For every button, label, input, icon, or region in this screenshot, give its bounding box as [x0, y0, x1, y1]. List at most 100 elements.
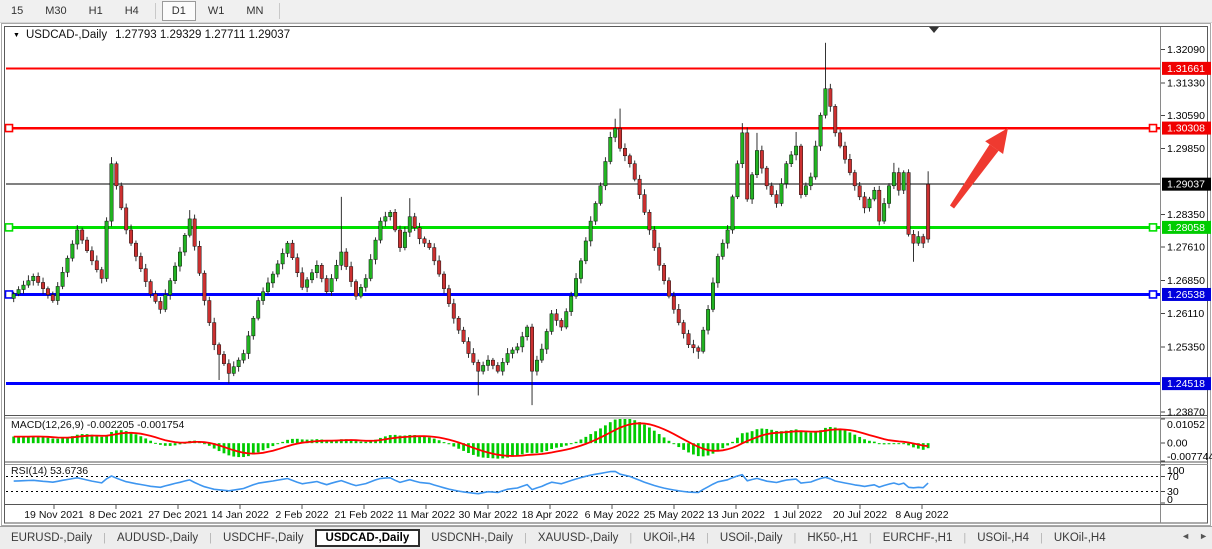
price-tick-label: 1.26110 — [1167, 308, 1204, 320]
date-label: 21 Feb 2022 — [335, 509, 394, 521]
macd-indicator-label: MACD(12,26,9) -0.002205 -0.001754 — [11, 419, 185, 431]
symbol-tab-usdcad-daily[interactable]: USDCAD-,Daily — [314, 529, 421, 547]
rsi-indicator-label: RSI(14) 53.6736 — [11, 465, 88, 477]
symbol-tab-ukoil-h4[interactable]: UKOil-,H4 — [643, 532, 696, 544]
price-tick-label: 1.32090 — [1167, 44, 1205, 56]
tab-divider: | — [963, 532, 967, 544]
tab-scroll-left-icon[interactable]: ◄ — [1181, 531, 1191, 541]
symbol-tab-usdcnh-daily[interactable]: USDCNH-,Daily — [431, 532, 514, 544]
chart-ohlc-title: ▼ USDCAD-,Daily 1.27793 1.29329 1.27711 … — [13, 29, 290, 41]
price-tick-label: 1.27610 — [1167, 242, 1205, 254]
tab-divider: | — [209, 532, 213, 544]
rsi-scale-label: 0 — [1167, 494, 1173, 506]
line-handle[interactable] — [4, 123, 14, 133]
symbol-tab-xauusd-daily[interactable]: XAUUSD-,Daily — [537, 532, 619, 544]
macd-scale-label: 0.00 — [1167, 438, 1188, 450]
tab-divider: | — [629, 532, 633, 544]
timeframe-button-15[interactable]: 15 — [11, 5, 24, 17]
symbol-tab-eurusd-daily[interactable]: EURUSD-,Daily — [11, 532, 93, 544]
symbol-tab-usoil-daily[interactable]: USOil-,Daily — [719, 532, 783, 544]
price-tick-label: 1.28350 — [1167, 209, 1205, 221]
tab-divider: | — [1040, 532, 1043, 544]
tab-divider: | — [868, 532, 872, 544]
price-badge: 1.28058 — [1162, 220, 1211, 234]
trend-arrow[interactable] — [949, 128, 1008, 209]
macd-signal-line — [13, 422, 929, 457]
symbol-tab-eurchf-h1[interactable]: EURCHF-,H1 — [882, 532, 953, 544]
date-label: 20 Jul 2022 — [833, 509, 887, 521]
symbol-tab-ukoil-h4[interactable]: UKOil-,H4 — [1053, 532, 1106, 544]
tab-divider: | — [706, 532, 709, 544]
price-axis[interactable]: 1.32090 1.31330 1.30590 1.29850 1.28350 1.276… — [1161, 44, 1212, 506]
chevron-down-icon: ▼ — [13, 31, 20, 39]
price-badge-label: 1.26538 — [1167, 289, 1205, 301]
tab-divider: | — [103, 532, 107, 544]
price-tick-label: 1.30590 — [1167, 110, 1205, 122]
date-label: 27 Dec 2021 — [148, 509, 208, 521]
date-label: 25 May 2022 — [644, 509, 705, 521]
price-badge: 1.26538 — [1162, 287, 1211, 301]
line-handle[interactable] — [1148, 123, 1158, 133]
window-outer-border — [1, 23, 1211, 526]
chart-background — [0, 22, 1212, 527]
date-label: 14 Jan 2022 — [211, 509, 269, 521]
toolbar-separator — [154, 3, 156, 19]
symbol-tab-usoil-h4[interactable]: USOil-,H4 — [977, 532, 1029, 544]
date-label: 19 Nov 2021 — [24, 509, 84, 521]
date-axis[interactable]: 19 Nov 2021 8 Dec 2021 27 Dec 2021 14 Jan 2… — [24, 505, 949, 521]
candlestick-series — [11, 42, 931, 406]
date-label: 1 Jul 2022 — [774, 509, 823, 521]
price-badge-label: 1.29037 — [1167, 179, 1205, 191]
line-handle[interactable] — [1148, 223, 1158, 232]
date-label: 8 Aug 2022 — [895, 509, 948, 521]
horizontal-lines — [4, 67, 1160, 386]
date-label: 13 Jun 2022 — [707, 509, 765, 521]
macd-scale-label: -0.007744 — [1167, 451, 1212, 463]
chart-shift-marker-icon[interactable] — [929, 27, 939, 33]
date-label: 8 Dec 2021 — [89, 509, 143, 521]
price-tick-label: 1.29850 — [1167, 143, 1205, 155]
line-handle[interactable] — [4, 223, 14, 232]
toolbar-separator — [279, 3, 281, 19]
timeframe-button-w1[interactable]: W1 — [207, 5, 225, 17]
timeframe-button-m30[interactable]: M30 — [45, 5, 67, 17]
date-label: 6 May 2022 — [585, 509, 640, 521]
price-badge-label: 1.31661 — [1167, 63, 1205, 75]
macd-scale-label: 0.01052 — [1167, 419, 1205, 431]
symbol-tabbar: EURUSD-,Daily | AUDUSD-,Daily | USDCHF-,Dail… — [0, 526, 1212, 549]
date-label: 2 Feb 2022 — [275, 509, 328, 521]
date-label: 30 Mar 2022 — [459, 509, 518, 521]
symbol-tab-usdchf-daily[interactable]: USDCHF-,Daily — [223, 532, 304, 544]
tab-scroll-right-icon[interactable]: ► — [1199, 531, 1208, 541]
rsi-line — [13, 470, 929, 495]
timeframe-toolbar: 15 M30 H1 H4 D1 W1 MN — [0, 0, 1212, 23]
timeframe-button-d1[interactable]: D1 — [161, 1, 196, 21]
tab-divider: | — [793, 532, 797, 544]
line-handle[interactable] — [1148, 290, 1158, 299]
chart-ohlc-values: 1.27793 1.29329 1.27711 1.29037 — [115, 29, 291, 41]
price-badge: 1.31661 — [1162, 61, 1211, 75]
chart-symbol-label: USDCAD-,Daily — [25, 29, 108, 41]
price-badge: 1.24518 — [1162, 377, 1211, 391]
price-badge: 1.30308 — [1162, 121, 1211, 135]
date-label: 11 Mar 2022 — [397, 509, 455, 521]
price-badge: 1.29037 — [1162, 177, 1211, 191]
rsi-scale-label: 100 — [1167, 465, 1185, 477]
window-inner-border — [4, 26, 1208, 524]
price-tick-label: 1.25350 — [1167, 341, 1205, 353]
price-badge-label: 1.30308 — [1167, 123, 1205, 135]
rsi-scale-label: 70 — [1167, 471, 1179, 483]
tab-scroll-arrows: ◄ ► — [1181, 531, 1208, 541]
price-tick-label: 1.31330 — [1167, 77, 1205, 89]
symbol-tab-audusd-daily[interactable]: AUDUSD-,Daily — [117, 532, 199, 544]
timeframe-button-h4[interactable]: H4 — [124, 5, 139, 17]
line-handle[interactable] — [4, 290, 14, 299]
timeframe-button-h1[interactable]: H1 — [88, 5, 103, 17]
price-badge-label: 1.28058 — [1167, 222, 1205, 234]
symbol-tab-hk50-h1[interactable]: HK50-,H1 — [807, 532, 858, 544]
date-label: 18 Apr 2022 — [522, 509, 579, 521]
price-tick-label: 1.26850 — [1167, 275, 1205, 287]
timeframe-button-mn[interactable]: MN — [246, 5, 264, 17]
